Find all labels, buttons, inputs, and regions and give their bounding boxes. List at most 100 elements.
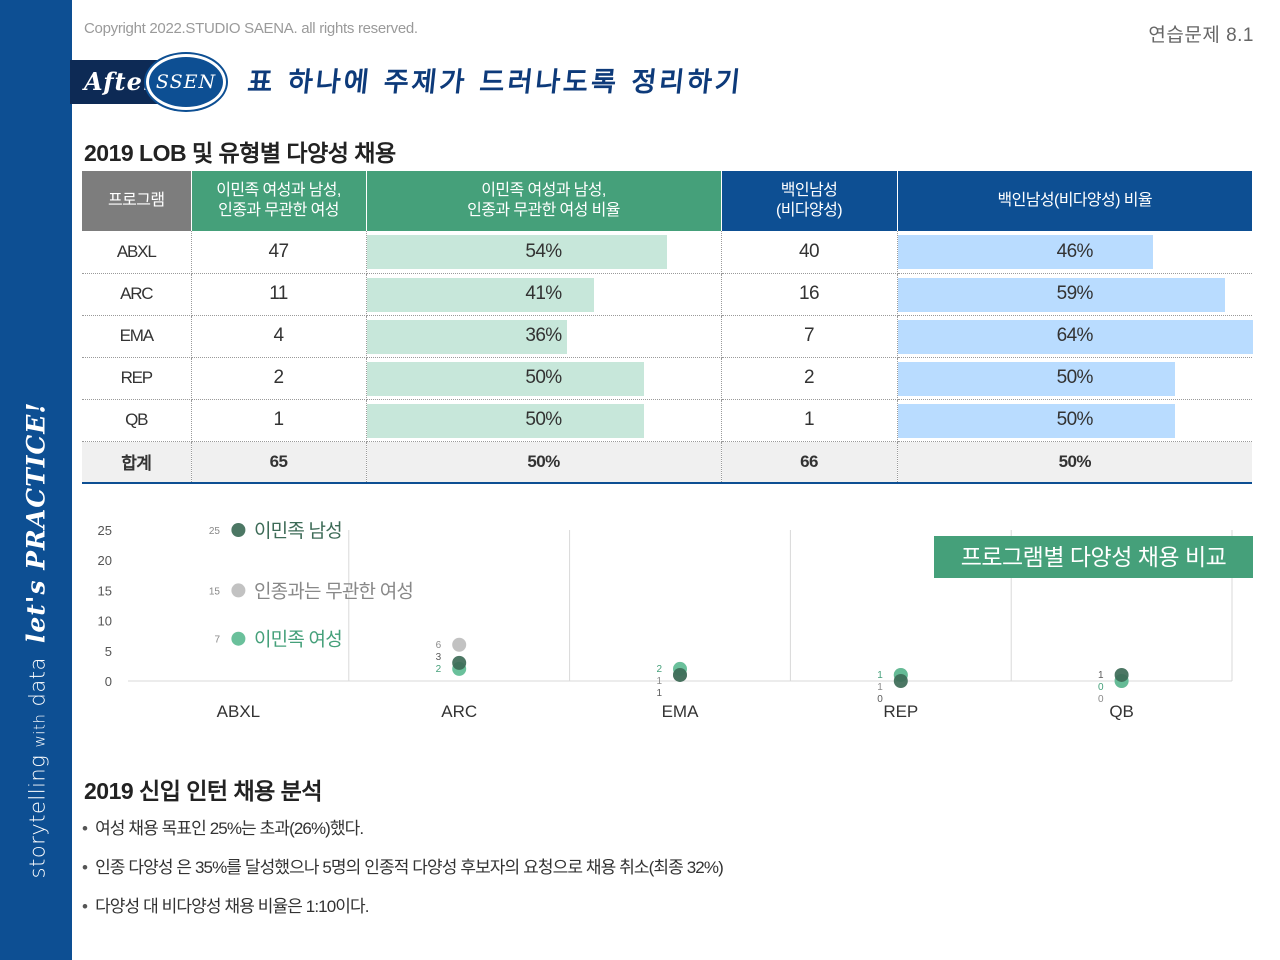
after-ssen-badge: After SSEN (70, 54, 238, 110)
div-pct-bar (366, 403, 645, 438)
data-point (673, 667, 687, 682)
cell-div-pct: 54% (366, 231, 722, 274)
data-point (452, 637, 467, 652)
cell-program: ABXL (82, 231, 192, 274)
data-point (1114, 667, 1129, 682)
data-label: 2 (436, 664, 442, 675)
copyright: Copyright 2022.STUDIO SAENA. all rights … (84, 20, 418, 37)
cell-white-pct: 46% (897, 231, 1252, 274)
data-label: 0 (1098, 682, 1104, 693)
div-pct-bar (366, 235, 667, 269)
div-pct-bar (366, 361, 645, 396)
cell-div-count: 1 (191, 399, 367, 442)
header-div-count: 이민족 여성과 남성, 인종과 무관한 여성 (191, 171, 367, 231)
data-label: 1 (1098, 670, 1104, 681)
x-category-label: EMA (662, 702, 700, 721)
y-tick-label: 20 (98, 553, 112, 568)
total-div-count: 65 (191, 441, 367, 484)
div-pct-label: 36% (525, 325, 562, 346)
header-white-count: 백인남성 (비다양성) (721, 171, 898, 231)
data-label: 2 (656, 664, 662, 675)
analysis-title: 2019 신입 인턴 채용 분석 (84, 778, 323, 804)
cell-white-count: 16 (721, 273, 898, 316)
data-point (231, 523, 246, 537)
cell-div-count: 47 (191, 231, 367, 274)
y-tick-label: 0 (105, 674, 112, 689)
cell-div-count: 4 (191, 315, 367, 358)
div-pct-bar (366, 319, 567, 354)
table-total-row: 합계 65 50% 66 50% (82, 441, 1252, 484)
header-div-pct: 이민족 여성과 남성, 인종과 무관한 여성 비율 (366, 171, 722, 231)
note-item: 인종 다양성 은 35%를 달성했으나 5명의 인종적 다양성 후보자의 요청으… (82, 853, 724, 878)
cell-program: QB (82, 399, 192, 442)
data-point (231, 631, 246, 646)
data-label: 1 (656, 676, 662, 687)
white-pct-bar (897, 403, 1175, 438)
total-label: 합계 (82, 441, 192, 484)
cell-program: REP (82, 357, 192, 400)
cell-program: EMA (82, 315, 192, 358)
data-label: 1 (656, 688, 662, 699)
div-pct-label: 41% (525, 283, 562, 304)
chart-title-badge: 프로그램별 다양성 채용 비교 (934, 536, 1253, 578)
total-white-count: 66 (721, 441, 898, 484)
div-pct-label: 50% (525, 409, 562, 430)
cell-program: ARC (82, 273, 192, 316)
note-item: 다양성 대 비다양성 채용 비율은 1:10이다. (82, 892, 723, 917)
exercise-number: 연습문제 8.1 (1148, 25, 1254, 46)
white-pct-label: 64% (1056, 325, 1094, 346)
white-pct-label: 50% (1056, 409, 1094, 430)
cell-div-pct: 36% (366, 315, 722, 358)
table-header-row: 프로그램 이민족 여성과 남성, 인종과 무관한 여성 이민족 여성과 남성, 인종… (82, 171, 1252, 231)
data-label: 0 (1098, 694, 1104, 705)
x-category-label: ARC (441, 702, 477, 721)
left-sidebar: storytelling with datalet's PRACTICE! (0, 0, 72, 960)
cell-white-count: 1 (721, 399, 898, 442)
div-pct-label: 50% (525, 367, 562, 388)
table-row: QB 1 50% 1 50% (82, 399, 1252, 442)
total-white-pct: 50% (897, 441, 1252, 484)
data-point (231, 583, 246, 598)
note-item: 여성 채용 목표인 25%는 초과(26%)했다. (82, 814, 723, 839)
cell-white-pct: 59% (897, 273, 1252, 316)
table-row: EMA 4 36% 7 64% (82, 315, 1253, 358)
hiring-table: 프로그램 이민족 여성과 남성, 인종과 무관한 여성 이민족 여성과 남성, 인종… (82, 171, 1253, 484)
legend-label: 인종과는 무관한 여성 (254, 580, 413, 602)
y-tick-label: 5 (105, 644, 112, 659)
white-pct-bar (897, 361, 1175, 396)
data-label: 1 (877, 682, 883, 693)
y-tick-label: 10 (98, 614, 112, 629)
cell-white-count: 7 (721, 315, 898, 358)
cell-white-count: 40 (721, 231, 898, 274)
legend-value: 7 (214, 635, 220, 646)
data-point (893, 674, 908, 688)
x-category-label: QB (1109, 702, 1134, 721)
cell-white-pct: 64% (897, 315, 1253, 358)
analysis-notes: 여성 채용 목표인 25%는 초과(26%)했다. 인종 다양성 은 35%를 … (82, 814, 724, 931)
legend-value: 15 (209, 586, 221, 597)
y-tick-label: 25 (98, 523, 112, 538)
x-category-label: REP (883, 702, 918, 721)
cell-div-count: 2 (191, 357, 367, 400)
x-category-label: ABXL (217, 702, 260, 721)
data-label: 6 (436, 640, 442, 651)
white-pct-label: 50% (1056, 367, 1094, 388)
cell-div-pct: 50% (366, 357, 722, 400)
legend-label: 이민족 여성 (254, 629, 342, 651)
cell-white-count: 2 (721, 357, 898, 400)
white-pct-label: 59% (1056, 283, 1094, 304)
cell-white-pct: 50% (897, 399, 1252, 442)
ssen-circle: SSEN (146, 54, 226, 110)
header-white-pct: 백인남성(비다양성) 비율 (897, 171, 1252, 231)
cell-div-pct: 50% (366, 399, 722, 442)
table-row: ABXL 47 54% 40 46% (82, 231, 1252, 274)
data-point (452, 655, 467, 670)
data-label: 0 (877, 694, 883, 705)
div-pct-label: 54% (525, 240, 562, 262)
header-program: 프로그램 (82, 171, 192, 231)
data-label: 3 (436, 652, 442, 663)
div-pct-bar (366, 277, 595, 312)
white-pct-bar (897, 319, 1253, 354)
data-label: 1 (877, 670, 883, 681)
